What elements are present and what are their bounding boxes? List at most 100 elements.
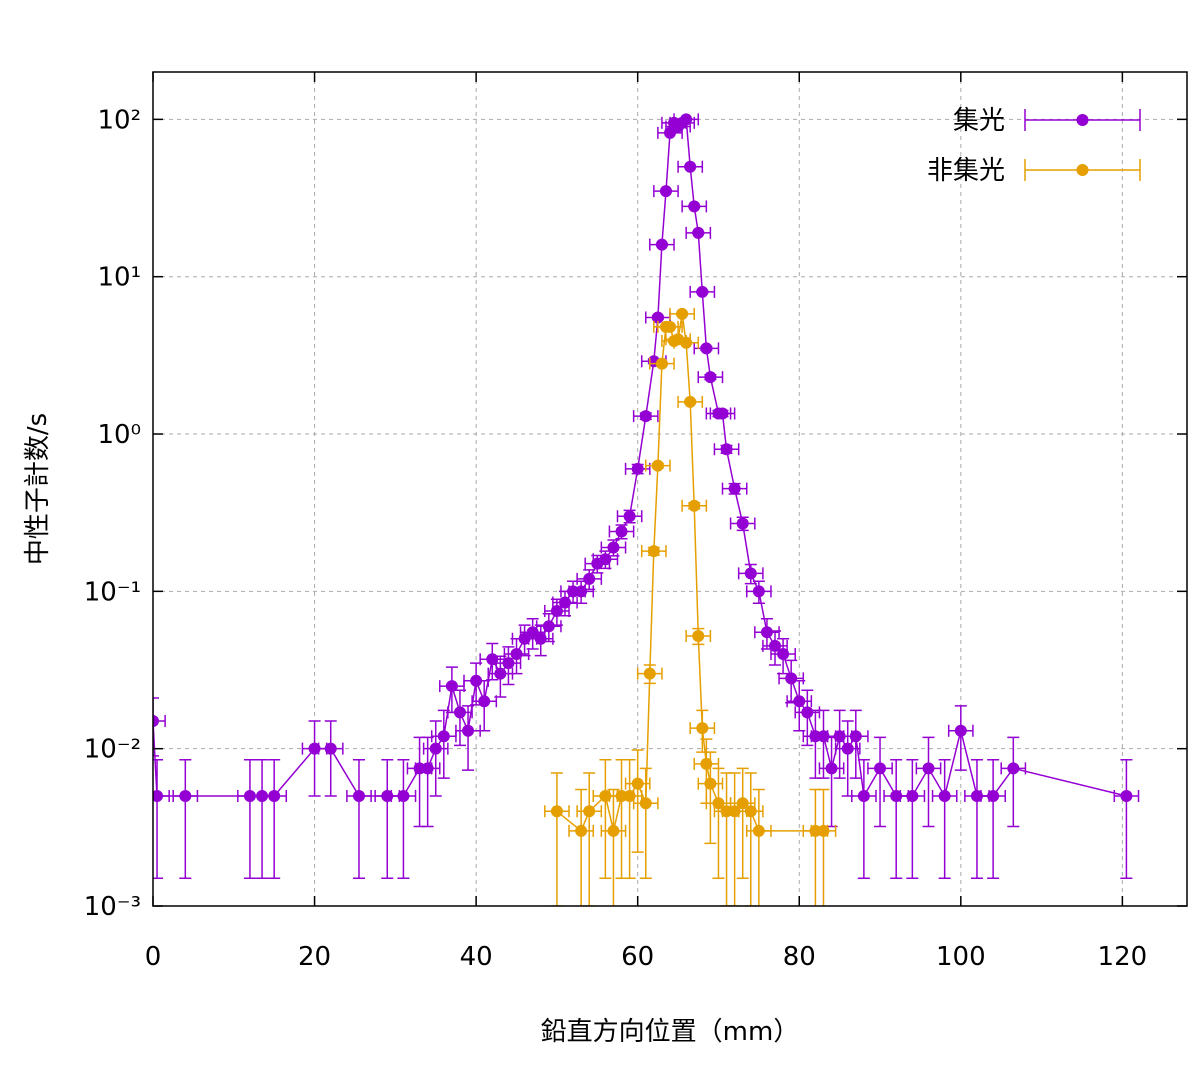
data-point bbox=[659, 185, 672, 198]
y-tick-label: 10⁻¹ bbox=[84, 577, 141, 607]
data-point bbox=[696, 722, 709, 735]
data-point bbox=[268, 790, 281, 803]
data-point bbox=[607, 824, 620, 837]
x-error-bar bbox=[153, 714, 166, 727]
data-point bbox=[429, 742, 442, 755]
series bbox=[544, 307, 837, 906]
data-point bbox=[470, 674, 483, 687]
data-point bbox=[655, 238, 668, 251]
x-tick-label: 40 bbox=[460, 942, 493, 972]
data-point bbox=[631, 777, 644, 790]
data-point bbox=[615, 525, 628, 538]
data-point bbox=[849, 730, 862, 743]
data-point bbox=[684, 160, 697, 173]
y-error-bar bbox=[890, 759, 903, 880]
grid bbox=[152, 72, 1187, 907]
y-error-bar bbox=[631, 749, 644, 853]
y-error-bar bbox=[922, 736, 935, 828]
data-point bbox=[700, 342, 713, 355]
data-point bbox=[575, 824, 588, 837]
data-point bbox=[692, 630, 705, 643]
data-point bbox=[680, 336, 693, 349]
data-point bbox=[664, 126, 676, 139]
data-point bbox=[1120, 790, 1133, 803]
x-tick-label: 80 bbox=[783, 942, 816, 972]
data-point bbox=[631, 462, 644, 475]
y-error-bar bbox=[736, 767, 749, 880]
data-point bbox=[550, 805, 563, 818]
data-point bbox=[437, 730, 450, 743]
data-point bbox=[874, 762, 887, 775]
plot-area bbox=[153, 113, 1140, 906]
y-error-bar bbox=[752, 788, 765, 906]
data-point bbox=[599, 790, 612, 803]
y-error-bar bbox=[849, 709, 862, 779]
legend-label: 集光 bbox=[953, 106, 1005, 136]
y-error-bar bbox=[720, 772, 733, 906]
series-line bbox=[153, 117, 1127, 799]
data-point bbox=[825, 762, 838, 775]
x-tick-label: 100 bbox=[936, 942, 986, 972]
data-point bbox=[777, 647, 790, 660]
data-point bbox=[647, 545, 660, 558]
data-point bbox=[890, 790, 903, 803]
data-point bbox=[599, 553, 612, 566]
y-error-bar bbox=[429, 720, 442, 797]
data-point bbox=[704, 371, 717, 384]
data-point bbox=[728, 805, 741, 818]
data-point bbox=[817, 824, 830, 837]
series bbox=[153, 113, 1140, 880]
data-point bbox=[534, 632, 547, 645]
y-error-bar bbox=[809, 788, 822, 906]
y-error-bar bbox=[744, 772, 757, 906]
y-error-bar bbox=[728, 772, 741, 906]
data-point bbox=[607, 541, 620, 554]
data-point bbox=[643, 667, 656, 680]
data-point bbox=[502, 657, 515, 670]
y-error-bar bbox=[397, 759, 410, 880]
data-point bbox=[736, 517, 749, 530]
plot-frame bbox=[152, 71, 1188, 907]
data-point bbox=[712, 797, 725, 810]
y-error-bar bbox=[256, 759, 269, 880]
data-point bbox=[583, 572, 596, 585]
data-point bbox=[462, 724, 475, 737]
data-point bbox=[550, 605, 563, 618]
data-point bbox=[954, 724, 967, 737]
data-point bbox=[153, 714, 159, 727]
data-point bbox=[381, 790, 394, 803]
data-point bbox=[922, 762, 935, 775]
legend-marker bbox=[1076, 114, 1089, 126]
data-point bbox=[478, 695, 491, 708]
y-error-bar bbox=[970, 759, 983, 880]
data-point bbox=[692, 226, 705, 239]
y-error-bar bbox=[817, 709, 830, 779]
data-point bbox=[857, 790, 870, 803]
y-error-bar bbox=[599, 759, 612, 880]
data-point bbox=[841, 742, 854, 755]
y-error-bar bbox=[153, 697, 159, 757]
data-point bbox=[728, 482, 741, 495]
data-point bbox=[906, 790, 919, 803]
data-point bbox=[684, 395, 697, 408]
data-point bbox=[752, 585, 765, 598]
data-point bbox=[793, 695, 806, 708]
y-error-bar bbox=[623, 759, 636, 880]
data-point bbox=[397, 790, 410, 803]
y-error-bar bbox=[987, 759, 1000, 880]
y-tick-label: 10⁰ bbox=[97, 420, 141, 450]
data-point bbox=[688, 499, 701, 512]
data-point bbox=[785, 672, 798, 685]
data-point bbox=[801, 706, 814, 719]
y-error-bar bbox=[352, 759, 365, 880]
y-error-bar bbox=[874, 736, 887, 828]
data-point bbox=[987, 790, 1000, 803]
y-error-bar bbox=[639, 767, 652, 880]
y-tick-label: 10² bbox=[97, 105, 141, 135]
data-point bbox=[324, 742, 337, 755]
data-point bbox=[558, 596, 571, 609]
y-error-bar bbox=[954, 705, 967, 771]
data-point bbox=[676, 307, 689, 320]
y-error-bar bbox=[583, 772, 596, 906]
legend-marker bbox=[1076, 164, 1089, 176]
